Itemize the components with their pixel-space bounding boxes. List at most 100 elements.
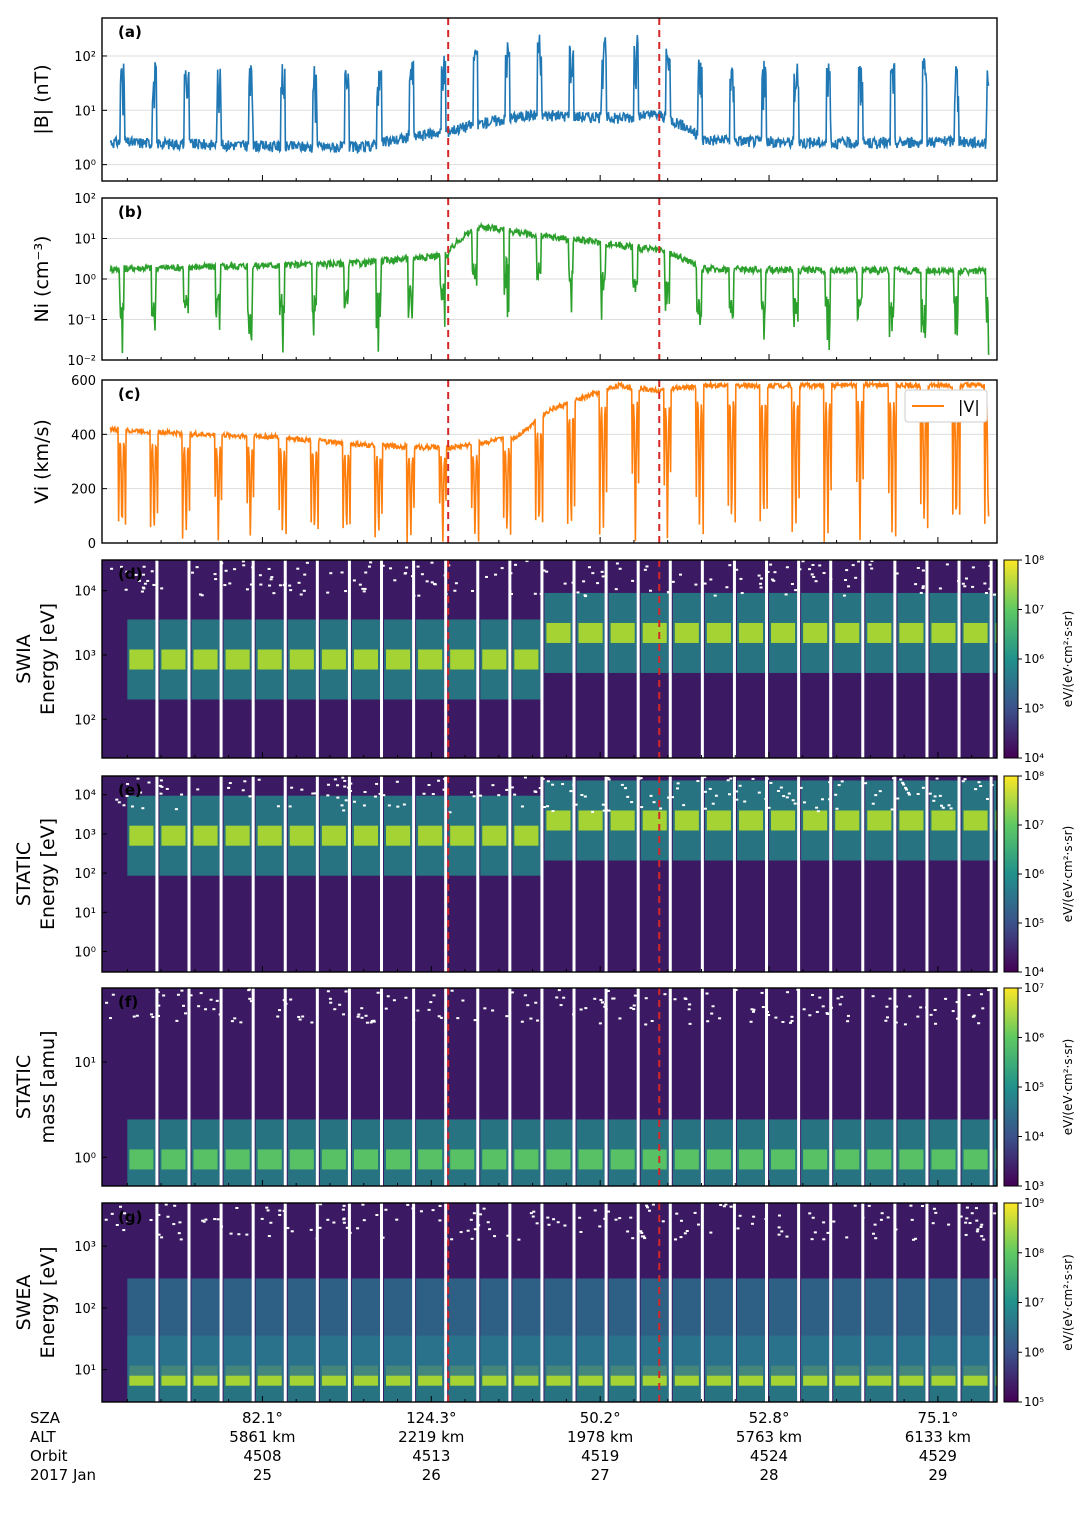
noise-pixel	[310, 1021, 314, 1024]
band-body	[223, 1278, 252, 1376]
noise-pixel	[836, 997, 840, 1000]
noise-pixel	[286, 1227, 290, 1230]
band-core	[257, 649, 282, 670]
noise-pixel	[735, 798, 739, 801]
orbit-gap	[700, 988, 704, 1186]
noise-pixel	[604, 1003, 608, 1006]
noise-pixel	[477, 1224, 481, 1227]
noise-pixel	[784, 593, 788, 596]
noise-pixel	[422, 792, 426, 795]
noise-pixel	[470, 1237, 474, 1240]
axes-frame	[101, 987, 998, 1187]
y-tick-label: 0	[88, 537, 96, 552]
noise-pixel	[406, 1203, 410, 1206]
noise-pixel	[290, 1230, 294, 1233]
bottom-axis-value: 5763 km	[736, 1428, 802, 1446]
noise-pixel	[395, 1218, 399, 1221]
y-tick-label: 10⁰	[74, 946, 96, 961]
noise-pixel	[885, 1005, 889, 1008]
noise-pixel	[796, 988, 800, 991]
band-core	[835, 810, 860, 831]
noise-pixel	[520, 805, 524, 808]
noise-pixel	[535, 1222, 539, 1225]
y-tick-label: 400	[71, 428, 96, 443]
bottom-axis-value: 75.1°	[917, 1409, 958, 1427]
noise-pixel	[266, 1209, 270, 1212]
noise-pixel	[510, 991, 514, 994]
colorbar-f	[1003, 987, 1019, 1187]
noise-pixel	[785, 566, 789, 569]
noise-pixel	[479, 794, 483, 797]
orbit-gap	[540, 988, 544, 1186]
noise-pixel	[150, 570, 154, 573]
noise-pixel	[412, 594, 416, 597]
noise-pixel	[870, 567, 874, 570]
noise-pixel	[557, 989, 561, 992]
noise-pixel	[676, 787, 680, 790]
y-axis-label: SWIA	[13, 634, 35, 683]
noise-pixel	[151, 1015, 155, 1018]
noise-pixel	[604, 1008, 608, 1011]
noise-pixel	[816, 810, 820, 813]
band-core	[867, 1149, 892, 1170]
panel-f: 10³ 10⁴ 10⁵ 10⁶ 10⁷ eV/(eV·cm²·s·sr) 10⁰ 10¹ (f)…	[13, 981, 1075, 1193]
noise-pixel	[919, 1006, 923, 1009]
band-core	[289, 825, 314, 846]
colorbar-tick-label: 10⁶	[1024, 1031, 1044, 1045]
noise-pixel	[606, 776, 610, 779]
noise-pixel	[569, 790, 573, 793]
noise-pixel	[362, 804, 366, 807]
noise-pixel	[828, 988, 832, 991]
line-a	[109, 34, 990, 154]
noise-pixel	[157, 1213, 161, 1216]
noise-pixel	[611, 997, 615, 1000]
bottom-axis-value: 82.1°	[242, 1409, 283, 1427]
orbit-gap	[700, 560, 704, 758]
noise-pixel	[483, 1007, 487, 1010]
noise-pixel	[600, 570, 604, 573]
bottom-axis-value: 26	[422, 1466, 441, 1484]
noise-pixel	[886, 1216, 890, 1219]
noise-pixel	[938, 587, 942, 590]
noise-pixel	[342, 809, 346, 812]
noise-pixel	[688, 1003, 692, 1006]
noise-pixel	[235, 1206, 239, 1209]
noise-pixel	[412, 1018, 416, 1021]
noise-pixel	[396, 805, 400, 808]
noise-pixel	[964, 1221, 968, 1224]
band-core	[899, 1149, 924, 1170]
panel-label: (b)	[118, 203, 142, 221]
noise-pixel	[505, 1015, 509, 1018]
noise-pixel	[149, 1013, 153, 1016]
band-core	[225, 825, 250, 846]
noise-pixel	[598, 1225, 602, 1228]
noise-pixel	[729, 777, 733, 780]
noise-pixel	[786, 991, 790, 994]
panel-label: (g)	[118, 1208, 142, 1226]
band-core	[321, 649, 346, 670]
noise-pixel	[375, 1213, 379, 1216]
orbit-gap	[251, 1203, 255, 1402]
noise-pixel	[162, 994, 166, 997]
band-core	[321, 1149, 346, 1170]
bottom-row-label: 2017 Jan	[30, 1466, 96, 1484]
noise-pixel	[305, 561, 309, 564]
orbit-gap	[476, 1203, 480, 1402]
band-core	[706, 622, 731, 643]
y-axis-label: STATIC	[13, 842, 35, 906]
band-body	[865, 1278, 894, 1376]
panel-label: (d)	[118, 565, 142, 583]
noise-pixel	[442, 788, 446, 791]
noise-pixel	[626, 1230, 630, 1233]
noise-pixel	[980, 1223, 984, 1226]
noise-pixel	[632, 1004, 636, 1007]
noise-pixel	[389, 567, 393, 570]
noise-pixel	[829, 578, 833, 581]
noise-pixel	[957, 579, 961, 582]
orbit-gap	[476, 560, 480, 758]
band-core	[771, 622, 796, 643]
noise-pixel	[678, 573, 682, 576]
noise-pixel	[508, 590, 512, 593]
noise-pixel	[419, 1210, 423, 1213]
bottom-row-label: SZA	[30, 1409, 61, 1427]
